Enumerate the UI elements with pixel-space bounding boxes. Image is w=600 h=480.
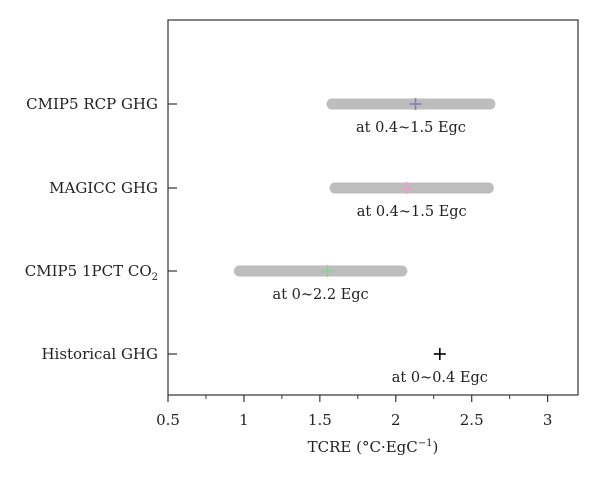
category-label-text: CMIP5 RCP GHG — [26, 95, 158, 113]
estimate-marker — [321, 265, 334, 277]
category-row: MAGICC GHG at 0.4~1.5 Egc — [49, 179, 494, 220]
plot-frame — [167, 19, 579, 396]
range-annotation: at 0.4~1.5 Egc — [357, 204, 467, 220]
category-label: Historical GHG — [41, 345, 158, 363]
series-rows: CMIP5 RCP GHG at 0.4~1.5 Egc MAGICC GHG at … — [25, 95, 496, 386]
range-annotation: at 0~2.2 Egc — [273, 287, 369, 303]
x-axis-label: TCRE (°C·EgC−1) — [308, 438, 439, 456]
estimate-marker — [400, 182, 413, 194]
category-label: MAGICC GHG — [49, 179, 158, 197]
x-tick-label: 1 — [239, 411, 249, 429]
category-label-text: Historical GHG — [41, 345, 158, 363]
category-label-sub: 2 — [152, 272, 158, 283]
category-label: CMIP5 RCP GHG — [26, 95, 158, 113]
x-axis-label-tail: ) — [433, 438, 439, 456]
x-tick-label: 3 — [543, 411, 553, 429]
category-label: CMIP5 1PCT CO2 — [25, 262, 158, 283]
category-label-text: MAGICC GHG — [49, 179, 158, 197]
range-annotation: at 0~0.4 Egc — [392, 370, 488, 386]
x-tick-label: 1.5 — [308, 411, 332, 429]
category-row: CMIP5 1PCT CO2 at 0~2.2 Egc — [25, 262, 408, 303]
x-axis-label-sup: −1 — [418, 438, 433, 449]
x-axis: 0.5 1 1.5 2 2.5 3 — [156, 395, 552, 429]
category-row: Historical GHG at 0~0.4 Egc — [41, 345, 487, 386]
x-tick-label: 2 — [391, 411, 401, 429]
x-axis-label-main: TCRE (°C·EgC — [308, 438, 418, 456]
category-row: CMIP5 RCP GHG at 0.4~1.5 Egc — [26, 95, 496, 136]
range-annotation: at 0.4~1.5 Egc — [356, 120, 466, 136]
estimate-marker — [433, 348, 446, 360]
x-tick-label: 2.5 — [460, 411, 484, 429]
x-tick-label: 0.5 — [156, 411, 180, 429]
category-label-text: CMIP5 1PCT CO — [25, 262, 152, 280]
estimate-marker — [409, 98, 422, 110]
